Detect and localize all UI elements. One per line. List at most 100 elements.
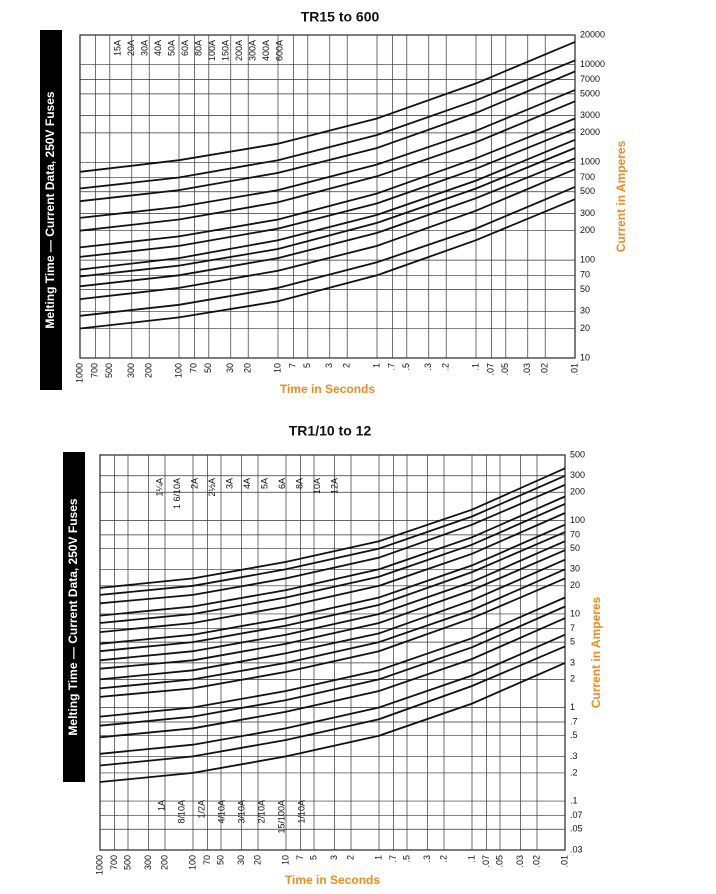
x-tick-label: 20 xyxy=(252,855,262,865)
x-tick-label: .07 xyxy=(481,855,491,868)
curve xyxy=(79,186,576,317)
y-tick-label: .2 xyxy=(570,767,578,777)
y-tick-label: 7 xyxy=(570,623,575,633)
x-tick-label: 3 xyxy=(324,363,334,368)
y-tick-label: .5 xyxy=(570,730,578,740)
y-tick-label: 5000 xyxy=(580,88,600,98)
curve xyxy=(99,568,566,690)
legend-label: 15/100A xyxy=(276,800,286,834)
x-tick-label: .1 xyxy=(470,363,480,371)
legend-label: 4A xyxy=(242,478,252,489)
chart-title: TR1/10 to 12 xyxy=(289,423,372,439)
curve xyxy=(99,617,566,739)
x-tick-label: 500 xyxy=(104,363,114,378)
curve xyxy=(99,662,566,783)
curve xyxy=(79,100,576,232)
curve xyxy=(99,483,566,605)
curve xyxy=(99,558,566,681)
y-tick-label: 10 xyxy=(580,352,590,362)
y-tick-label: 100 xyxy=(580,255,595,265)
legend-label: 6A xyxy=(277,478,287,489)
legend-label: 60A xyxy=(180,40,190,56)
curve xyxy=(99,549,566,670)
x-tick-label: 10 xyxy=(280,855,290,865)
y-tick-label: 300 xyxy=(570,470,585,480)
x-tick-label: .01 xyxy=(569,363,579,376)
y-tick-label: 70 xyxy=(580,270,590,280)
legend-label: 1/2A xyxy=(196,800,206,819)
legend-label: 1¼A xyxy=(154,478,164,497)
x-tick-label: 1 xyxy=(371,363,381,368)
x-tick-label: 700 xyxy=(90,363,100,378)
curve xyxy=(99,540,566,662)
x-tick-label: 2 xyxy=(342,363,352,368)
legend-label: 3/10A xyxy=(236,800,246,824)
legend-label: 8A xyxy=(294,478,304,489)
legend-label: 10A xyxy=(312,478,322,494)
y-tick-label: 70 xyxy=(570,529,580,539)
curve xyxy=(79,147,576,278)
curve xyxy=(99,467,566,589)
x-tick-label: .2 xyxy=(441,363,451,371)
curve xyxy=(79,70,576,203)
y-tick-label: .1 xyxy=(570,795,578,805)
x-tick-label: 70 xyxy=(189,363,199,373)
x-tick-label: 5 xyxy=(302,363,312,368)
legend-label: 50A xyxy=(166,40,176,56)
y-tick-label: 2000 xyxy=(580,127,600,137)
legend-label: 1 6/10A xyxy=(172,478,182,509)
x-tick-label: 200 xyxy=(159,855,169,870)
y-tick-label: 500 xyxy=(580,186,595,196)
x-tick-label: 1000 xyxy=(94,855,104,875)
side-band xyxy=(63,452,85,782)
legend-label: 40A xyxy=(153,40,163,56)
legend-label: 3A xyxy=(224,478,234,489)
x-tick-label: .7 xyxy=(387,363,397,371)
x-tick-label: 100 xyxy=(173,363,183,378)
x-tick-label: .02 xyxy=(540,363,550,376)
legend-label: 30A xyxy=(139,40,149,56)
x-tick-label: 5 xyxy=(308,855,318,860)
y-axis-label: Current in Amperes xyxy=(589,596,603,708)
curve xyxy=(79,138,576,271)
curve xyxy=(79,59,576,190)
x-tick-label: 200 xyxy=(144,363,154,378)
x-tick-label: .1 xyxy=(466,855,476,863)
legend-label: 1A xyxy=(156,800,166,811)
x-tick-label: 500 xyxy=(122,855,132,870)
y-tick-label: 3 xyxy=(570,657,575,667)
x-tick-label: .5 xyxy=(401,855,411,863)
x-tick-label: 1 xyxy=(373,855,383,860)
x-tick-label: .07 xyxy=(486,363,496,376)
x-tick-label: 10 xyxy=(272,363,282,373)
x-tick-label: 30 xyxy=(236,855,246,865)
curve xyxy=(99,512,566,633)
y-tick-label: 2 xyxy=(570,674,575,684)
x-axis-label: Time in Seconds xyxy=(285,873,380,887)
y-tick-label: 100 xyxy=(570,515,585,525)
x-tick-label: 70 xyxy=(202,855,212,865)
x-tick-label: 1000 xyxy=(74,363,84,383)
x-tick-label: .2 xyxy=(438,855,448,863)
curve xyxy=(99,596,566,718)
curve xyxy=(79,198,576,330)
x-tick-label: .02 xyxy=(531,855,541,868)
x-tick-label: 50 xyxy=(203,363,213,373)
x-tick-label: .05 xyxy=(500,363,510,376)
curve xyxy=(99,495,566,617)
y-tick-label: 1000 xyxy=(580,157,600,167)
curve xyxy=(99,645,566,767)
y-tick-label: 500 xyxy=(570,449,585,459)
x-tick-label: 7 xyxy=(288,363,298,368)
y-tick-label: 20 xyxy=(570,580,580,590)
x-tick-label: 3 xyxy=(329,855,339,860)
x-tick-label: 100 xyxy=(187,855,197,870)
y-tick-label: 30 xyxy=(580,306,590,316)
y-tick-label: 10000 xyxy=(580,59,605,69)
curve xyxy=(79,157,576,288)
side-band xyxy=(40,30,62,390)
legend-label: 80A xyxy=(193,40,203,56)
y-tick-label: 30 xyxy=(570,564,580,574)
x-tick-label: 700 xyxy=(109,855,119,870)
